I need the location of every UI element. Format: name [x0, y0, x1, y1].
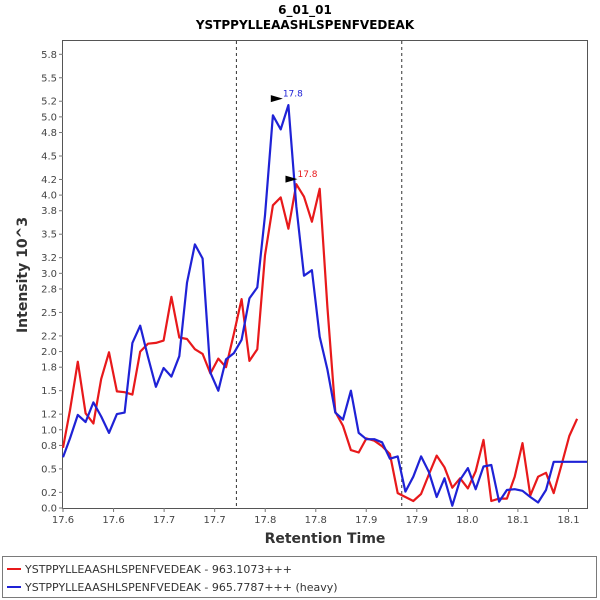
legend-item-heavy: YSTPPYLLEAASHLSPENFVEDEAK - 965.7787+++ … — [7, 579, 338, 595]
y-tick-label: 1.8 — [41, 363, 57, 374]
y-tick-label: 4.8 — [41, 128, 57, 139]
series-line-0 — [61, 183, 579, 503]
legend-label-light: YSTPPYLLEAASHLSPENFVEDEAK - 963.1073+++ — [25, 562, 292, 576]
peak-label-1: 17.8 — [283, 90, 303, 100]
x-tick-label: 17.8 — [254, 515, 276, 526]
x-tick-label: 17.7 — [204, 515, 226, 526]
legend-item-light: YSTPPYLLEAASHLSPENFVEDEAK - 963.1073+++ — [7, 561, 292, 577]
chart-subtitle: YSTPPYLLEAASHLSPENFVEDEAK — [195, 18, 415, 32]
y-axis-label: Intensity 10^3 — [15, 217, 31, 333]
y-tick-label: 3.0 — [41, 269, 57, 280]
y-tick-label: 5.8 — [41, 50, 57, 61]
y-tick-label: 3.8 — [41, 206, 57, 217]
x-tick-label: 17.9 — [406, 515, 428, 526]
peak-label-0: 17.8 — [297, 170, 317, 180]
y-tick-label: 1.0 — [41, 425, 57, 436]
y-tick-label: 4.0 — [41, 191, 57, 202]
peak-marker-0 — [285, 175, 298, 183]
y-tick-label: 1.5 — [41, 386, 57, 397]
y-tick-label: 0.5 — [41, 464, 57, 475]
y-tick-label: 5.0 — [41, 112, 57, 123]
x-tick-label: 18.1 — [507, 515, 529, 526]
y-tick-label: 4.2 — [41, 175, 57, 186]
y-tick-label: 2.0 — [41, 347, 57, 358]
legend: YSTPPYLLEAASHLSPENFVEDEAK - 963.1073+++ … — [2, 556, 597, 598]
series-line-1 — [61, 103, 587, 507]
y-tick-label: 2.8 — [41, 284, 57, 295]
x-tick-label: 18.0 — [456, 515, 478, 526]
y-tick-label: 5.5 — [41, 73, 57, 84]
y-tick-label: 4.5 — [41, 151, 57, 162]
y-tick-label: 0.8 — [41, 441, 57, 452]
y-tick-label: 2.5 — [41, 308, 57, 319]
y-tick-label: 0.2 — [41, 488, 57, 499]
y-tick-label: 3.2 — [41, 253, 57, 264]
x-tick-label: 17.6 — [52, 515, 74, 526]
x-tick-label: 17.9 — [355, 515, 377, 526]
y-tick-label: 5.2 — [41, 97, 57, 108]
y-tick-label: 1.2 — [41, 410, 57, 421]
legend-label-heavy: YSTPPYLLEAASHLSPENFVEDEAK - 965.7787+++ … — [25, 580, 338, 594]
x-axis-label: Retention Time — [265, 531, 386, 547]
x-tick-label: 17.8 — [305, 515, 327, 526]
y-tick-label: 3.5 — [41, 230, 57, 241]
y-tick-label: 2.2 — [41, 331, 57, 342]
peak-annotations: 17.8 17.8 — [270, 90, 318, 183]
legend-swatch-light — [7, 568, 21, 570]
legend-swatch-heavy — [7, 586, 21, 588]
series-lines — [61, 103, 587, 507]
y-axis: 0.0 0.2 0.5 0.8 1.0 1.2 1.5 1.8 2.0 2.2 2.5 2.8 3.0 3… — [41, 50, 63, 515]
chart-title: 6_01_01 — [278, 3, 332, 18]
y-tick-label: 0.0 — [41, 504, 57, 515]
x-tick-label: 17.6 — [102, 515, 124, 526]
x-tick-label: 17.7 — [153, 515, 175, 526]
x-tick-label: 18.1 — [557, 515, 579, 526]
peak-marker-1 — [270, 95, 283, 103]
x-axis: 17.6 17.6 17.7 17.7 17.8 17.8 17.9 17.9 18.0 18.1… — [52, 508, 580, 526]
